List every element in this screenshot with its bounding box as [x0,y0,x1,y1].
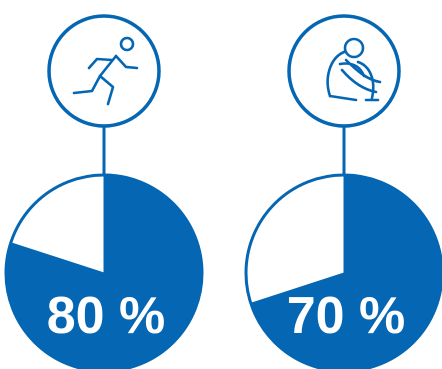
percent-label-right: 70 % [287,287,406,345]
pie-slice-right [250,174,442,369]
stat-group-left: 80 % [4,14,204,369]
sitting-hugging-knees-person-icon [326,37,382,102]
percent-label-left: 80 % [47,287,166,345]
stat-group-right: 70 % [244,14,442,369]
pie-slice-left [5,174,203,369]
running-person-icon [72,36,139,106]
